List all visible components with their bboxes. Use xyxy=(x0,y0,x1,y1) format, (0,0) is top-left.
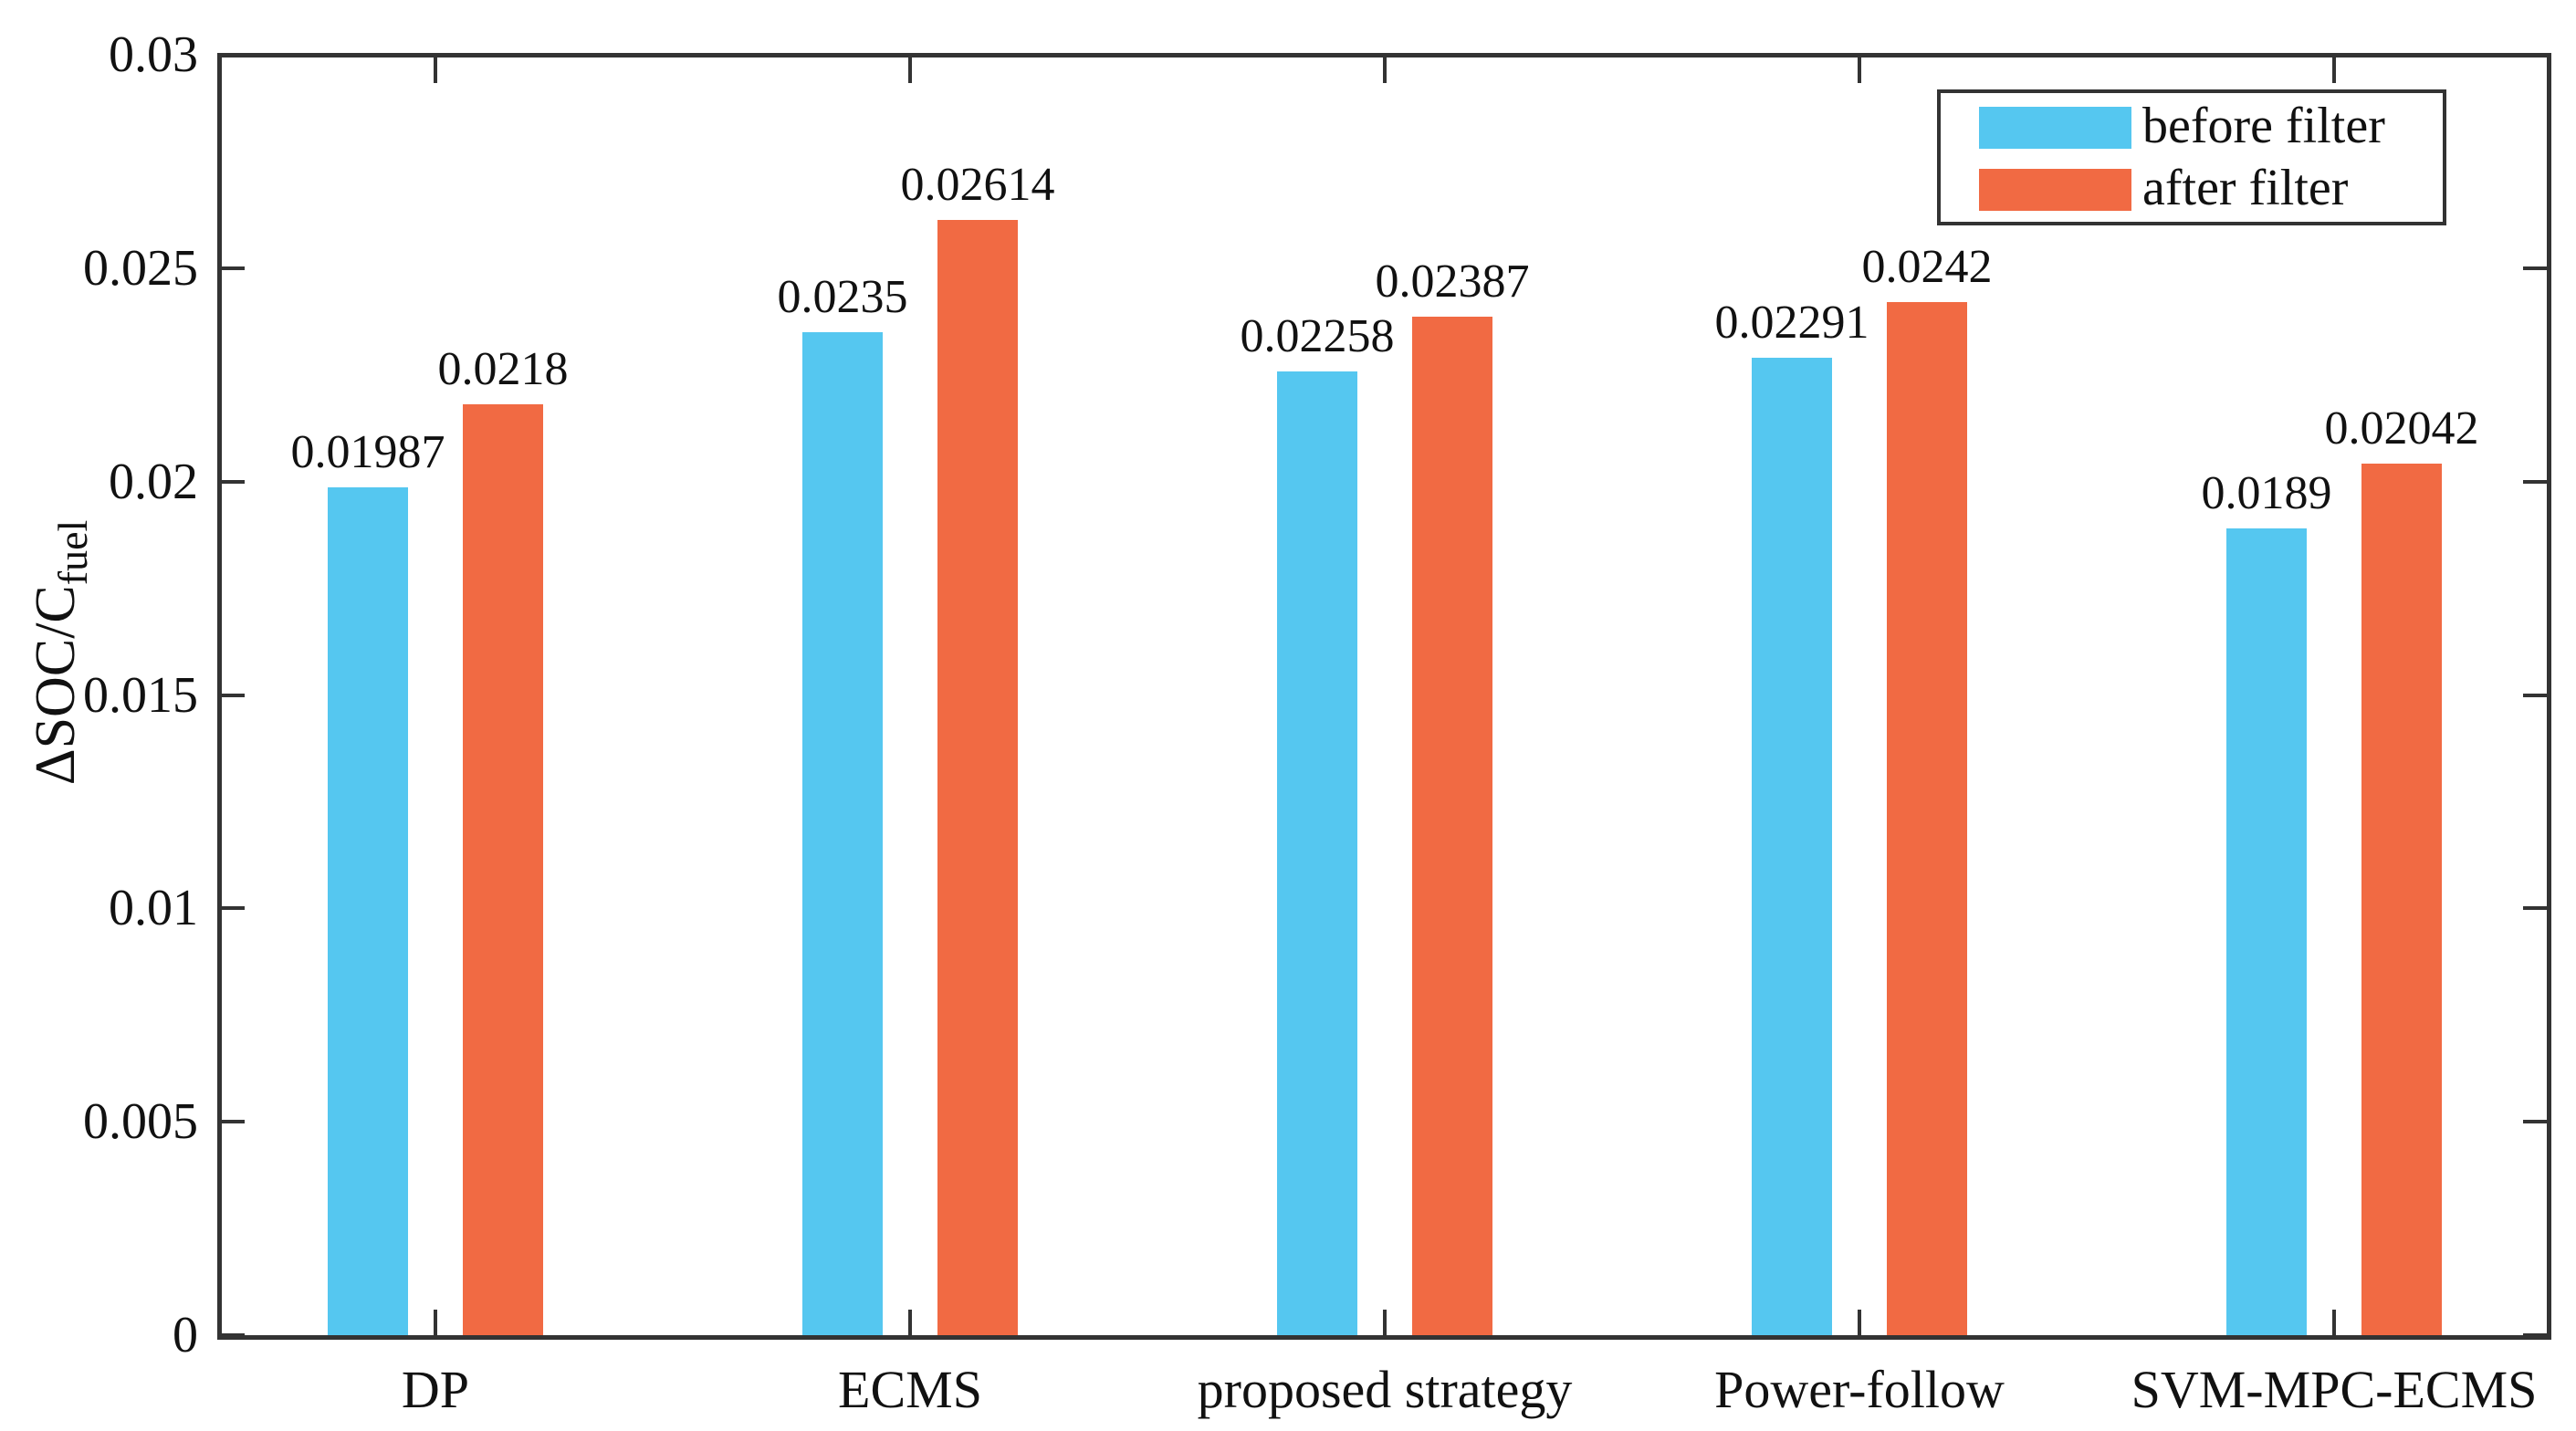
y-tick-label: 0.005 xyxy=(83,1093,198,1151)
bar-value-label-before-filter-ECMS: 0.0235 xyxy=(777,270,908,323)
x-category-label: proposed strategy xyxy=(1197,1360,1573,1419)
y-tick-right xyxy=(2523,266,2549,270)
y-tick-label: 0.03 xyxy=(109,26,198,83)
axis-spine-right xyxy=(2547,53,2551,1340)
y-tick-left xyxy=(219,1120,245,1124)
x-tick-top xyxy=(2332,57,2336,83)
x-tick-bottom xyxy=(434,1310,437,1335)
y-tick-right xyxy=(2523,53,2549,57)
legend-label-before-filter: before filter xyxy=(2142,97,2385,154)
axis-spine-top xyxy=(217,53,2551,57)
legend: before filter after filter xyxy=(1937,89,2446,225)
axis-spine-bottom xyxy=(217,1335,2551,1340)
y-tick-left xyxy=(219,266,245,270)
x-tick-top xyxy=(908,57,912,83)
x-category-label: Power-follow xyxy=(1714,1360,2005,1419)
x-tick-bottom xyxy=(2332,1310,2336,1335)
y-tick-label: 0 xyxy=(173,1307,198,1363)
bar-after-filter-SVM-MPC-ECMS xyxy=(2361,464,2442,1335)
y-tick-left xyxy=(219,906,245,911)
y-tick-left xyxy=(219,479,245,484)
x-category-label: ECMS xyxy=(838,1360,982,1419)
bar-value-label-after-filter-Power-follow: 0.0242 xyxy=(1861,241,1993,294)
bar-before-filter-DP xyxy=(328,486,408,1335)
x-tick-bottom xyxy=(908,1310,912,1335)
bar-value-label-before-filter-proposed-strategy: 0.02258 xyxy=(1240,310,1395,362)
y-tick-left xyxy=(219,693,245,697)
y-tick-right xyxy=(2523,1120,2549,1124)
legend-swatch-after-filter xyxy=(1979,169,2131,211)
legend-entry-after-filter: after filter xyxy=(1941,162,2443,214)
x-tick-bottom xyxy=(1383,1310,1387,1335)
legend-label-after-filter: after filter xyxy=(2142,159,2349,216)
bar-value-label-before-filter-Power-follow: 0.02291 xyxy=(1714,296,1869,349)
y-tick-label: 0.015 xyxy=(83,666,198,724)
bar-before-filter-ECMS xyxy=(802,331,883,1335)
y-tick-label: 0.01 xyxy=(109,880,198,937)
bar-after-filter-ECMS xyxy=(937,219,1018,1335)
legend-entry-before-filter: before filter xyxy=(1941,100,2443,151)
y-tick-label: 0.02 xyxy=(109,453,198,510)
legend-swatch-before-filter xyxy=(1979,107,2131,149)
bar-value-label-before-filter-SVM-MPC-ECMS: 0.0189 xyxy=(2201,467,2332,520)
bar-before-filter-proposed-strategy xyxy=(1277,371,1357,1335)
bar-value-label-after-filter-DP: 0.0218 xyxy=(437,343,569,396)
y-tick-left xyxy=(219,1333,245,1337)
x-category-label: SVM-MPC-ECMS xyxy=(2131,1360,2538,1419)
x-category-label: DP xyxy=(401,1360,470,1419)
y-tick-right xyxy=(2523,479,2549,484)
y-tick-right xyxy=(2523,1333,2549,1337)
x-tick-top xyxy=(1383,57,1387,83)
y-axis-title-subscript: fuel xyxy=(49,519,96,586)
y-tick-right xyxy=(2523,906,2549,911)
bar-value-label-after-filter-SVM-MPC-ECMS: 0.02042 xyxy=(2324,402,2479,455)
bar-before-filter-SVM-MPC-ECMS xyxy=(2226,528,2307,1335)
x-tick-top xyxy=(1858,57,1861,83)
y-tick-label: 0.025 xyxy=(83,239,198,297)
y-tick-right xyxy=(2523,693,2549,697)
y-axis-title: ΔSOC/Cfuel xyxy=(24,520,97,786)
bar-after-filter-proposed-strategy xyxy=(1412,316,1492,1335)
bar-before-filter-Power-follow xyxy=(1752,357,1832,1335)
bar-after-filter-Power-follow xyxy=(1887,302,1967,1335)
y-tick-left xyxy=(219,53,245,57)
bar-after-filter-DP xyxy=(463,404,543,1335)
bar-value-label-before-filter-DP: 0.01987 xyxy=(290,425,445,478)
x-tick-bottom xyxy=(1858,1310,1861,1335)
bar-value-label-after-filter-ECMS: 0.02614 xyxy=(900,158,1055,211)
bar-value-label-after-filter-proposed-strategy: 0.02387 xyxy=(1375,255,1530,308)
x-tick-top xyxy=(434,57,437,83)
